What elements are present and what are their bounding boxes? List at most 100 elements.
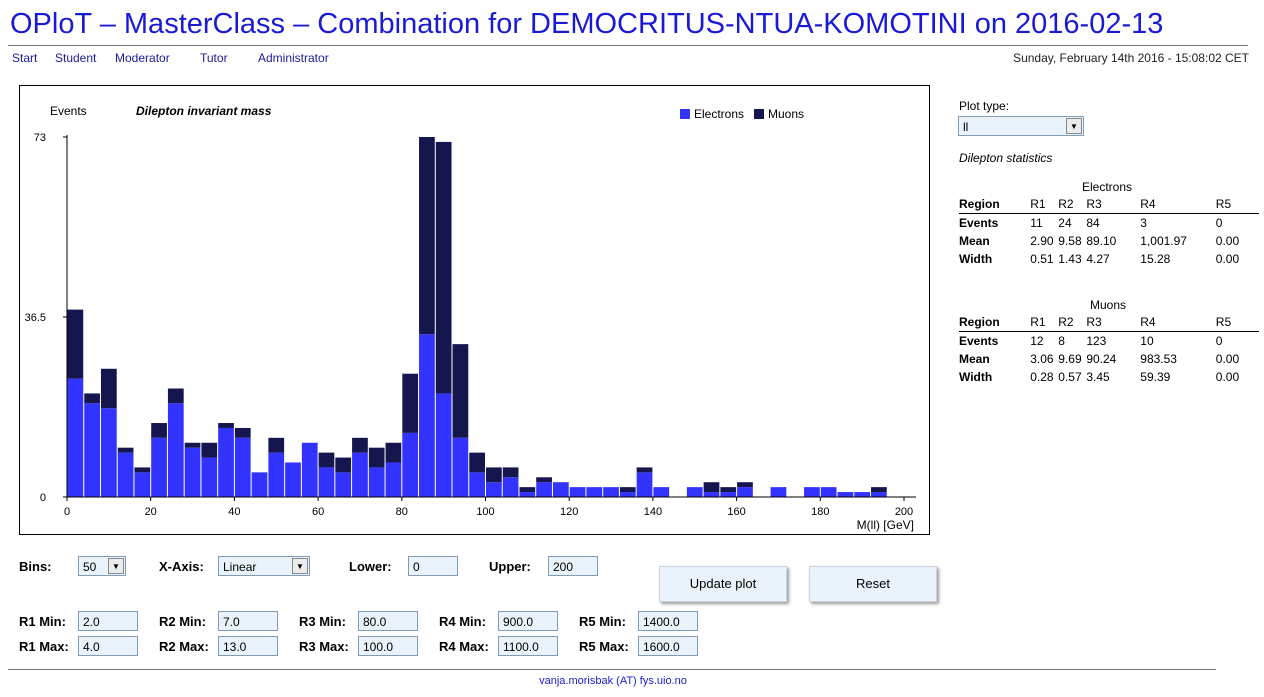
bar-electrons — [636, 472, 653, 497]
r3-max-input[interactable]: 100.0 — [358, 636, 418, 656]
stats-cell: 0.00 — [1215, 252, 1240, 266]
plot-type-value: ll — [963, 120, 969, 134]
nav-student[interactable]: Student — [55, 51, 97, 65]
stats-cell: 0.57 — [1058, 370, 1082, 384]
bar-electrons — [536, 482, 552, 497]
electrons-stats-table: Region R1 R2 R3 R4 R5 Events 11 24 84 3 0 Mean 2.90 9.… — [959, 195, 1259, 268]
page-title: OPloT – MasterClass – Combination for DE… — [10, 8, 1164, 40]
r3-max-label: R3 Max: — [299, 639, 349, 654]
bar-electrons — [100, 408, 117, 497]
bar-electrons — [486, 482, 502, 497]
stats-row-label: Events — [959, 216, 999, 230]
stats-cell: 24 — [1058, 216, 1072, 230]
footer-divider — [8, 669, 1216, 670]
bar-electrons — [552, 482, 569, 497]
r2-max-input[interactable]: 13.0 — [218, 636, 278, 656]
stats-cell: 11 — [1030, 216, 1043, 230]
r5-min-input[interactable]: 1400.0 — [638, 611, 698, 631]
lower-input[interactable]: 0 — [408, 556, 458, 576]
chart-title: Dilepton invariant mass — [136, 104, 272, 118]
footer-contact[interactable]: vanja.morisbak (AT) fys.uio.no — [539, 675, 687, 687]
bar-electrons — [385, 462, 402, 497]
stats-cell: 3.45 — [1086, 370, 1110, 384]
bar-muons — [100, 368, 117, 409]
plot-type-select[interactable]: ll ▼ — [958, 116, 1084, 136]
x-tick-label: 100 — [476, 506, 494, 518]
r1-max-input[interactable]: 4.0 — [78, 636, 138, 656]
stats-row: Width 0.28 0.57 3.45 59.39 0.00 — [959, 368, 1259, 386]
x-axis-select[interactable]: Linear ▼ — [218, 556, 310, 576]
stats-header-cell: R1 — [1030, 195, 1059, 214]
x-axis-label: M(ll) [GeV] — [857, 518, 914, 532]
current-datetime: Sunday, February 14th 2016 - 15:08:02 CE… — [1013, 51, 1249, 65]
bar-muons — [67, 309, 84, 379]
bar-electrons — [368, 467, 385, 497]
nav-moderator[interactable]: Moderator — [115, 51, 170, 65]
bar-electrons — [871, 492, 887, 497]
bar-electrons — [285, 462, 301, 497]
r2-min-input[interactable]: 7.0 — [218, 611, 278, 631]
r4-min-input[interactable]: 900.0 — [498, 611, 558, 631]
stats-cell: 9.69 — [1058, 352, 1082, 366]
bar-muons — [419, 137, 435, 335]
bar-electrons — [569, 487, 586, 497]
bar-electrons — [820, 487, 837, 497]
stats-row: Mean 2.90 9.58 89.10 1,001.97 0.00 — [959, 232, 1259, 250]
nav-tutor[interactable]: Tutor — [200, 51, 228, 65]
x-tick-label: 160 — [727, 506, 745, 518]
nav-administrator[interactable]: Administrator — [258, 51, 329, 65]
chevron-down-icon[interactable]: ▼ — [292, 558, 308, 574]
stats-cell: 9.58 — [1058, 234, 1082, 248]
bar-electrons — [854, 492, 871, 497]
histogram-chart: Events Dilepton invariant mass M(ll) [Ge… — [19, 85, 930, 535]
bar-electrons — [301, 442, 318, 497]
nav-start[interactable]: Start — [12, 51, 38, 65]
bar-electrons — [151, 437, 167, 497]
bar-muons — [151, 423, 167, 438]
bar-electrons — [184, 447, 201, 497]
stats-row-label: Mean — [959, 234, 990, 248]
bar-electrons — [519, 492, 536, 497]
bar-muons — [234, 427, 251, 438]
legend-label-muons: Muons — [768, 107, 804, 121]
r5-min-label: R5 Min: — [579, 614, 626, 629]
stats-row: Width 0.51 1.43 4.27 15.28 0.00 — [959, 250, 1259, 268]
bar-electrons — [218, 427, 234, 497]
bars-group — [67, 137, 887, 497]
bar-muons — [871, 487, 887, 493]
bins-select[interactable]: 50 ▼ — [78, 556, 126, 576]
r1-min-input[interactable]: 2.0 — [78, 611, 138, 631]
bar-electrons — [167, 403, 184, 497]
reset-button[interactable]: Reset — [809, 566, 937, 602]
chevron-down-icon[interactable]: ▼ — [108, 558, 124, 574]
update-plot-button[interactable]: Update plot — [659, 566, 787, 602]
bar-electrons — [619, 492, 636, 497]
stats-header-cell: R5 — [1215, 313, 1259, 332]
x-tick-label: 40 — [228, 506, 240, 518]
bar-muons — [184, 442, 201, 448]
r4-max-input[interactable]: 1100.0 — [498, 636, 558, 656]
bar-muons — [619, 487, 636, 493]
upper-input[interactable]: 200 — [548, 556, 598, 576]
stats-header-cell: R2 — [1058, 313, 1087, 332]
x-tick-label: 80 — [396, 506, 408, 518]
bar-electrons — [234, 437, 251, 497]
chevron-down-icon[interactable]: ▼ — [1066, 118, 1082, 134]
bar-electrons — [686, 487, 703, 497]
stats-header-cell: Region — [959, 195, 1031, 214]
stats-header-cell: R5 — [1215, 195, 1259, 214]
bar-muons — [201, 442, 218, 458]
bar-muons — [167, 388, 184, 404]
stats-cell: 0.28 — [1030, 370, 1054, 384]
bar-muons — [218, 423, 234, 428]
x-axis-value: Linear — [223, 560, 257, 574]
stats-header-cell: R3 — [1086, 313, 1141, 332]
bar-electrons — [804, 487, 820, 497]
y-tick-label: 0 — [40, 492, 46, 504]
r3-min-input[interactable]: 80.0 — [358, 611, 418, 631]
bar-muons — [737, 482, 753, 488]
stats-cell: 8 — [1058, 334, 1065, 348]
stats-cell: 0 — [1215, 216, 1223, 230]
bins-value: 50 — [83, 560, 97, 574]
r5-max-input[interactable]: 1600.0 — [638, 636, 698, 656]
